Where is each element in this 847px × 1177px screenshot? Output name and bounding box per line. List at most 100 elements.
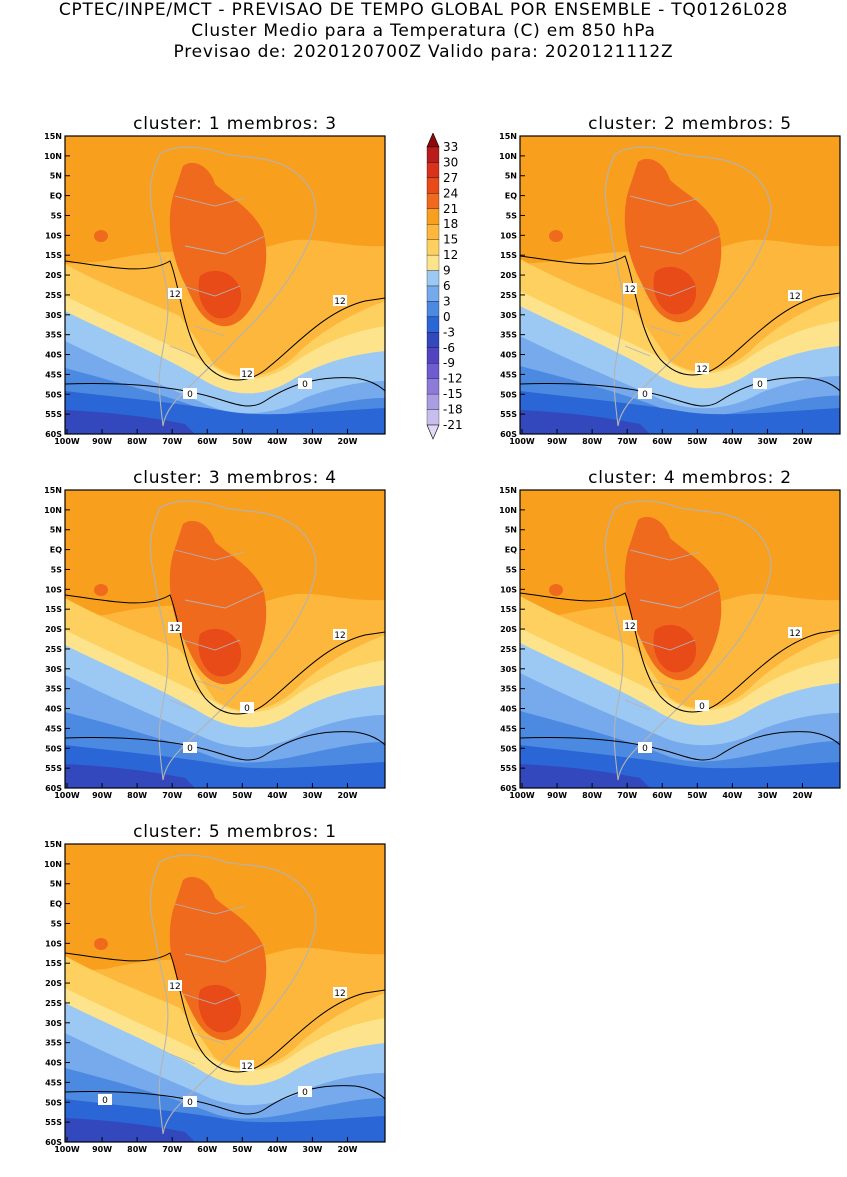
- contour-label: 12: [624, 285, 635, 295]
- lon-label: 20W: [792, 437, 812, 446]
- lon-label: 30W: [302, 437, 322, 446]
- lon-label: 50W: [687, 437, 707, 446]
- colorbar-label: 15: [443, 233, 458, 247]
- warm-core-21: [624, 516, 722, 681]
- contour-label: 12: [334, 297, 345, 307]
- lon-label: 100W: [54, 791, 80, 800]
- contour-label: 12: [789, 629, 800, 639]
- lat-label: 15S: [500, 251, 517, 260]
- contour-12: [519, 255, 841, 376]
- contour-label-box: [240, 368, 254, 379]
- lon-label: 40W: [267, 437, 287, 446]
- map-panel-cluster-4: cluster: 4 membros: 2 12 12 0 0 15N 10N 5N EQ 5S…: [499, 468, 847, 823]
- map-body: 12 12 0 0 15N 10N 5N EQ 5S 10S 15S 20S 25S 30S 35S 40S 4…: [44, 486, 386, 800]
- map-frame: [64, 843, 386, 1143]
- lat-label: 20S: [45, 979, 62, 988]
- lat-label: 50S: [500, 390, 517, 399]
- contour-label-box: [168, 622, 182, 633]
- contour-label: 0: [187, 390, 193, 400]
- lat-label: 50S: [45, 1098, 62, 1107]
- lat-label: EQ: [50, 546, 62, 555]
- lat-label: 25S: [45, 645, 62, 654]
- contour-label-box: [333, 295, 347, 306]
- warm-spot: [549, 230, 563, 242]
- lat-label: 5S: [506, 565, 518, 574]
- colorbar-label: 9: [443, 264, 451, 278]
- contour-label: 0: [102, 1096, 108, 1106]
- panel-title: cluster: 5 membros: 1: [133, 822, 337, 842]
- lat-label: 20S: [500, 625, 517, 634]
- lon-label: 70W: [162, 791, 182, 800]
- colorbar-swatch: [426, 301, 440, 318]
- lat-label: 15N: [44, 486, 62, 495]
- lat-label: 10N: [44, 506, 62, 515]
- colorbar-swatch: [426, 146, 440, 163]
- lat-label: 55S: [45, 764, 62, 773]
- warm-core-21: [169, 876, 267, 1041]
- colorbar-swatch: [426, 162, 440, 179]
- lat-label: 20S: [45, 271, 62, 280]
- lat-label: 50S: [45, 390, 62, 399]
- colorbar-label: 6: [443, 279, 451, 293]
- lon-label: 30W: [302, 791, 322, 800]
- lat-label: 60S: [45, 430, 62, 439]
- warm-core-21: [624, 158, 722, 323]
- colorbar-swatch: [426, 316, 440, 333]
- contour-12: [64, 260, 386, 381]
- lon-label: 40W: [267, 791, 287, 800]
- colorbar-label: -9: [443, 356, 455, 370]
- lat-label: 15N: [499, 486, 517, 495]
- warm-core-24: [198, 270, 242, 319]
- lon-label: 70W: [617, 437, 637, 446]
- contour-0: [64, 731, 386, 761]
- lon-label: 30W: [302, 1145, 322, 1154]
- lon-label: 30W: [757, 437, 777, 446]
- lon-label: 60W: [197, 791, 217, 800]
- warm-spot: [94, 230, 108, 242]
- lat-label: 15N: [44, 132, 62, 141]
- lat-label: 45S: [500, 370, 517, 379]
- colorbar-swatch: [426, 208, 440, 225]
- map-frame: [64, 135, 386, 435]
- contour-12: [64, 594, 386, 715]
- warm-spot: [549, 584, 563, 596]
- contour-label-box: [695, 700, 709, 711]
- contour-label: 0: [244, 704, 250, 714]
- contour-0: [519, 377, 841, 407]
- colorbar-swatch: [426, 347, 440, 364]
- lat-label: 60S: [45, 1138, 62, 1147]
- contour-label-box: [298, 378, 312, 389]
- lat-label: 30S: [45, 665, 62, 674]
- colorbar-label: -12: [443, 372, 463, 386]
- contour-label-box: [333, 629, 347, 640]
- lat-label: 25S: [45, 999, 62, 1008]
- warm-spot: [94, 938, 108, 950]
- lat-label: 10N: [44, 152, 62, 161]
- lat-label: 50S: [500, 744, 517, 753]
- lat-label: 30S: [500, 311, 517, 320]
- lat-label: 35S: [45, 331, 62, 340]
- country-borders: [169, 549, 266, 711]
- contour-label: 12: [241, 370, 252, 380]
- country-borders: [169, 903, 266, 1065]
- lon-label: 90W: [547, 437, 567, 446]
- contour-label: 12: [696, 365, 707, 375]
- lon-label: 100W: [509, 437, 535, 446]
- lat-label: 55S: [500, 764, 517, 773]
- colorbar-label: 30: [443, 155, 458, 169]
- figure-title: CPTEC/INPE/MCT - PREVISAO DE TEMPO GLOBA…: [0, 0, 847, 63]
- lat-label: 5N: [50, 526, 62, 535]
- colorbar-label: 33: [443, 140, 458, 154]
- contour-label-box: [333, 987, 347, 998]
- colorbar-swatch: [426, 270, 440, 287]
- lon-label: 100W: [54, 1145, 80, 1154]
- lat-label: EQ: [50, 900, 62, 909]
- contour-0: [519, 731, 841, 761]
- contour-12: [519, 592, 841, 713]
- colorbar-swatch: [426, 193, 440, 209]
- colorbar-label: 21: [443, 202, 458, 216]
- lat-label: 10S: [45, 231, 62, 240]
- continent-outline: [149, 146, 317, 427]
- colorbar-swatch: [426, 363, 440, 379]
